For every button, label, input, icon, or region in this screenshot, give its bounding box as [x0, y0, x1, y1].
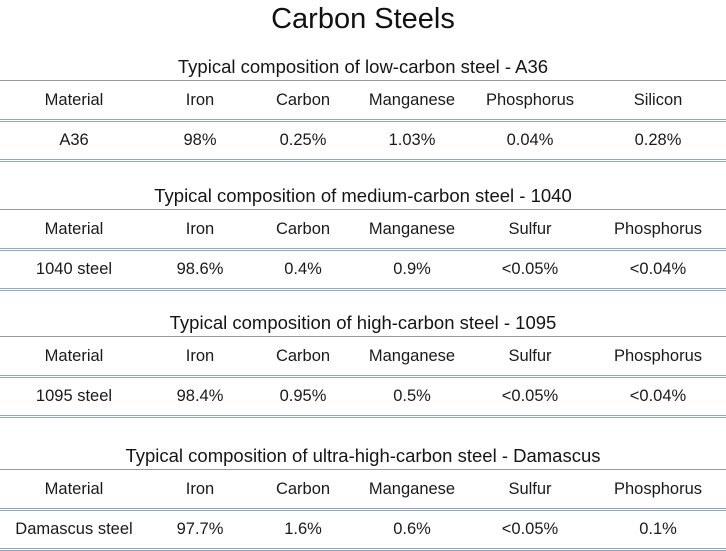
- table-header-row: Material Iron Carbon Manganese Sulfur Ph…: [0, 469, 726, 511]
- value-cell-iron: 97.7%: [176, 520, 224, 538]
- value-cell-carbon: 0.4%: [284, 260, 322, 278]
- header-cell-manganese: Manganese: [368, 219, 456, 238]
- header-cell-phosphorus: Phosphorus: [613, 479, 703, 498]
- table-row: 1040 steel 98.6% 0.4% 0.9% <0.05% <0.04%: [0, 251, 726, 291]
- header-cell-manganese: Manganese: [368, 479, 456, 498]
- value-cell-phosphorus: <0.04%: [629, 260, 687, 278]
- value-cell-sulfur: <0.05%: [501, 520, 559, 538]
- header-cell-sulfur: Sulfur: [508, 479, 552, 498]
- table-row: Damascus steel 97.7% 1.6% 0.6% <0.05% 0.…: [0, 511, 726, 551]
- value-cell-material: Damascus steel: [15, 520, 133, 538]
- value-cell-phosphorus: <0.04%: [629, 387, 687, 405]
- value-cell-manganese: 1.03%: [388, 131, 436, 149]
- header-cell-silicon: Silicon: [633, 90, 683, 109]
- section-title: Typical composition of low-carbon steel …: [177, 56, 549, 77]
- table-row: A36 98% 0.25% 1.03% 0.04% 0.28%: [0, 122, 726, 162]
- header-cell-carbon: Carbon: [275, 346, 331, 365]
- value-cell-manganese: 0.9%: [393, 260, 431, 278]
- value-cell-carbon: 0.25%: [279, 131, 327, 149]
- value-cell-phosphorus: 0.04%: [506, 131, 554, 149]
- value-cell-silicon: 0.28%: [634, 131, 682, 149]
- header-cell-phosphorus: Phosphorus: [613, 219, 703, 238]
- header-cell-phosphorus: Phosphorus: [485, 90, 575, 109]
- section-title: Typical composition of medium-carbon ste…: [154, 185, 572, 206]
- value-cell-material: 1095 steel: [35, 387, 113, 405]
- section-low-carbon-a36: Typical composition of low-carbon steel …: [0, 54, 726, 162]
- header-cell-material: Material: [44, 90, 104, 109]
- section-medium-carbon-1040: Typical composition of medium-carbon ste…: [0, 183, 726, 291]
- header-cell-manganese: Manganese: [368, 346, 456, 365]
- header-cell-sulfur: Sulfur: [508, 346, 552, 365]
- value-cell-carbon: 1.6%: [284, 520, 322, 538]
- header-cell-carbon: Carbon: [275, 90, 331, 109]
- header-cell-iron: Iron: [185, 479, 215, 498]
- header-cell-carbon: Carbon: [275, 479, 331, 498]
- value-cell-material: A36: [59, 131, 89, 149]
- page-title: Carbon Steels: [271, 3, 455, 35]
- header-cell-manganese: Manganese: [368, 90, 456, 109]
- table-header-row: Material Iron Carbon Manganese Sulfur Ph…: [0, 209, 726, 251]
- section-title: Typical composition of high-carbon steel…: [169, 312, 557, 333]
- header-cell-material: Material: [44, 479, 104, 498]
- table-header-row: Material Iron Carbon Manganese Sulfur Ph…: [0, 336, 726, 378]
- header-cell-sulfur: Sulfur: [508, 219, 552, 238]
- value-cell-manganese: 0.5%: [393, 387, 431, 405]
- header-cell-iron: Iron: [185, 346, 215, 365]
- header-cell-material: Material: [44, 219, 104, 238]
- header-cell-material: Material: [44, 346, 104, 365]
- header-cell-iron: Iron: [185, 90, 215, 109]
- value-cell-manganese: 0.6%: [393, 520, 431, 538]
- value-cell-carbon: 0.95%: [279, 387, 327, 405]
- section-high-carbon-1095: Typical composition of high-carbon steel…: [0, 310, 726, 418]
- value-cell-phosphorus: 0.1%: [639, 520, 677, 538]
- value-cell-iron: 98%: [183, 131, 217, 149]
- section-title: Typical composition of ultra-high-carbon…: [125, 445, 601, 466]
- header-cell-phosphorus: Phosphorus: [613, 346, 703, 365]
- header-cell-carbon: Carbon: [275, 219, 331, 238]
- table-header-row: Material Iron Carbon Manganese Phosphoru…: [0, 80, 726, 122]
- table-row: 1095 steel 98.4% 0.95% 0.5% <0.05% <0.04…: [0, 378, 726, 418]
- header-cell-iron: Iron: [185, 219, 215, 238]
- value-cell-sulfur: <0.05%: [501, 260, 559, 278]
- value-cell-iron: 98.6%: [176, 260, 224, 278]
- value-cell-sulfur: <0.05%: [501, 387, 559, 405]
- value-cell-iron: 98.4%: [176, 387, 224, 405]
- value-cell-material: 1040 steel: [35, 260, 113, 278]
- section-ultra-high-carbon-damascus: Typical composition of ultra-high-carbon…: [0, 443, 726, 551]
